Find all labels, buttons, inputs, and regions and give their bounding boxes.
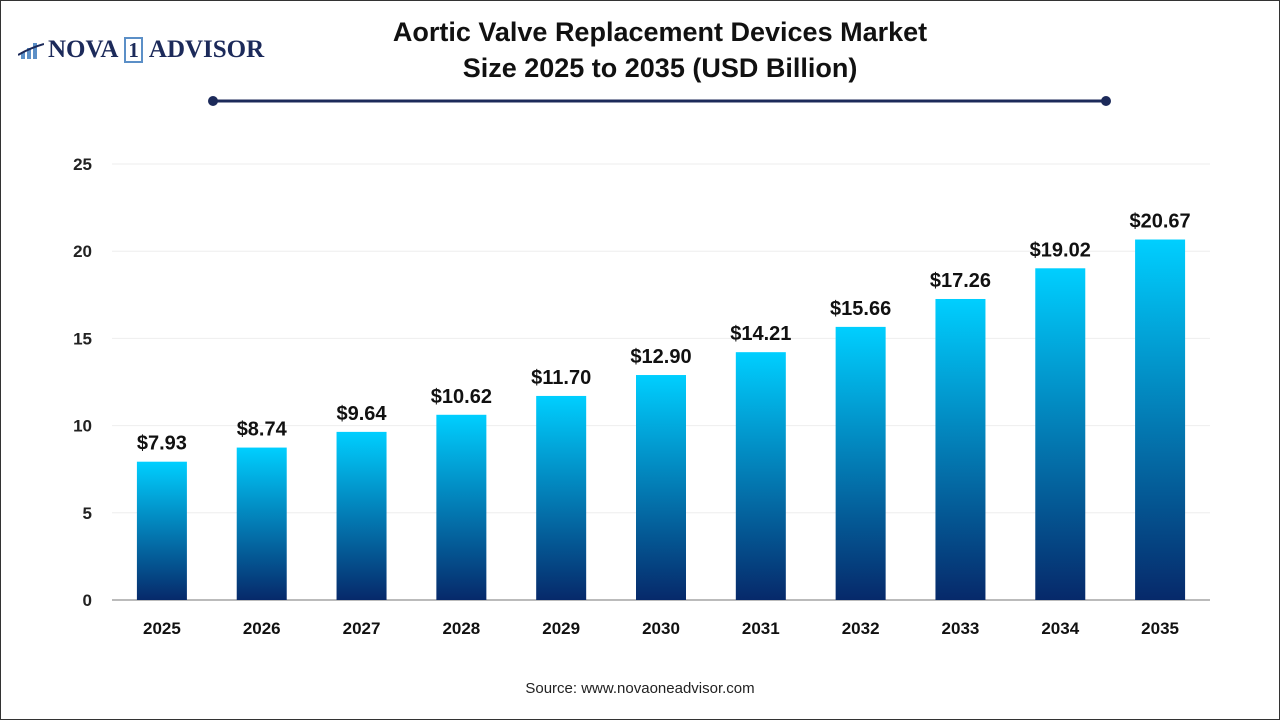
bar-2027 — [336, 431, 387, 600]
bar-2028 — [436, 414, 487, 600]
x-tick-label: 2031 — [742, 619, 780, 638]
source-note: Source: www.novaoneadvisor.com — [525, 680, 755, 697]
bar-chart-logo-icon — [18, 43, 44, 59]
y-tick-label: 20 — [73, 242, 92, 261]
bar-2030 — [636, 375, 686, 600]
bar-2025 — [136, 461, 187, 600]
x-tick-label: 2034 — [1041, 619, 1079, 638]
data-label-2033: $17.26 — [930, 270, 991, 292]
bar-2035 — [1135, 239, 1186, 600]
data-label-2030: $12.90 — [630, 346, 691, 368]
data-label-2025: $7.93 — [137, 433, 187, 455]
x-tick-label: 2035 — [1141, 619, 1179, 638]
bar-2032 — [835, 326, 886, 600]
chart-title: Aortic Valve Replacement Devices Market … — [340, 14, 980, 86]
y-tick-label: 15 — [73, 329, 92, 348]
data-label-2027: $9.64 — [337, 403, 388, 425]
logo-text-one: 1 — [124, 37, 143, 63]
data-label-2031: $14.21 — [730, 323, 791, 345]
data-label-2028: $10.62 — [431, 386, 492, 408]
bar-2031 — [735, 352, 786, 600]
x-tick-label: 2026 — [243, 619, 281, 638]
nova-advisor-logo: NOVA 1 ADVISOR — [18, 36, 264, 64]
bar-2026 — [236, 447, 287, 600]
logo-text-nova: NOVA — [48, 36, 119, 63]
data-label-2034: $19.02 — [1030, 239, 1091, 261]
data-label-2026: $8.74 — [237, 419, 288, 441]
x-tick-label: 2032 — [842, 619, 880, 638]
bar-2034 — [1035, 268, 1086, 600]
y-tick-label: 10 — [73, 417, 92, 436]
bar-2033 — [935, 298, 986, 600]
title-underline — [208, 96, 1111, 106]
bar-2029 — [536, 395, 587, 600]
x-tick-label: 2028 — [442, 619, 480, 638]
x-tick-label: 2033 — [942, 619, 980, 638]
y-tick-label: 25 — [73, 155, 92, 174]
x-tick-label: 2027 — [343, 619, 381, 638]
x-tick-label: 2025 — [143, 619, 181, 638]
chart-title-line1: Aortic Valve Replacement Devices Market — [392, 17, 928, 47]
logo-text-advisor: ADVISOR — [148, 36, 265, 63]
data-label-2029: $11.70 — [531, 367, 591, 389]
y-tick-label: 5 — [83, 504, 92, 523]
data-label-2032: $15.66 — [830, 298, 891, 320]
x-tick-label: 2029 — [542, 619, 580, 638]
data-label-2035: $20.67 — [1130, 211, 1191, 233]
chart-title-line2: Size 2025 to 2035 (USD Billion) — [462, 53, 858, 83]
x-tick-label: 2030 — [642, 619, 680, 638]
y-tick-label: 0 — [83, 591, 92, 610]
